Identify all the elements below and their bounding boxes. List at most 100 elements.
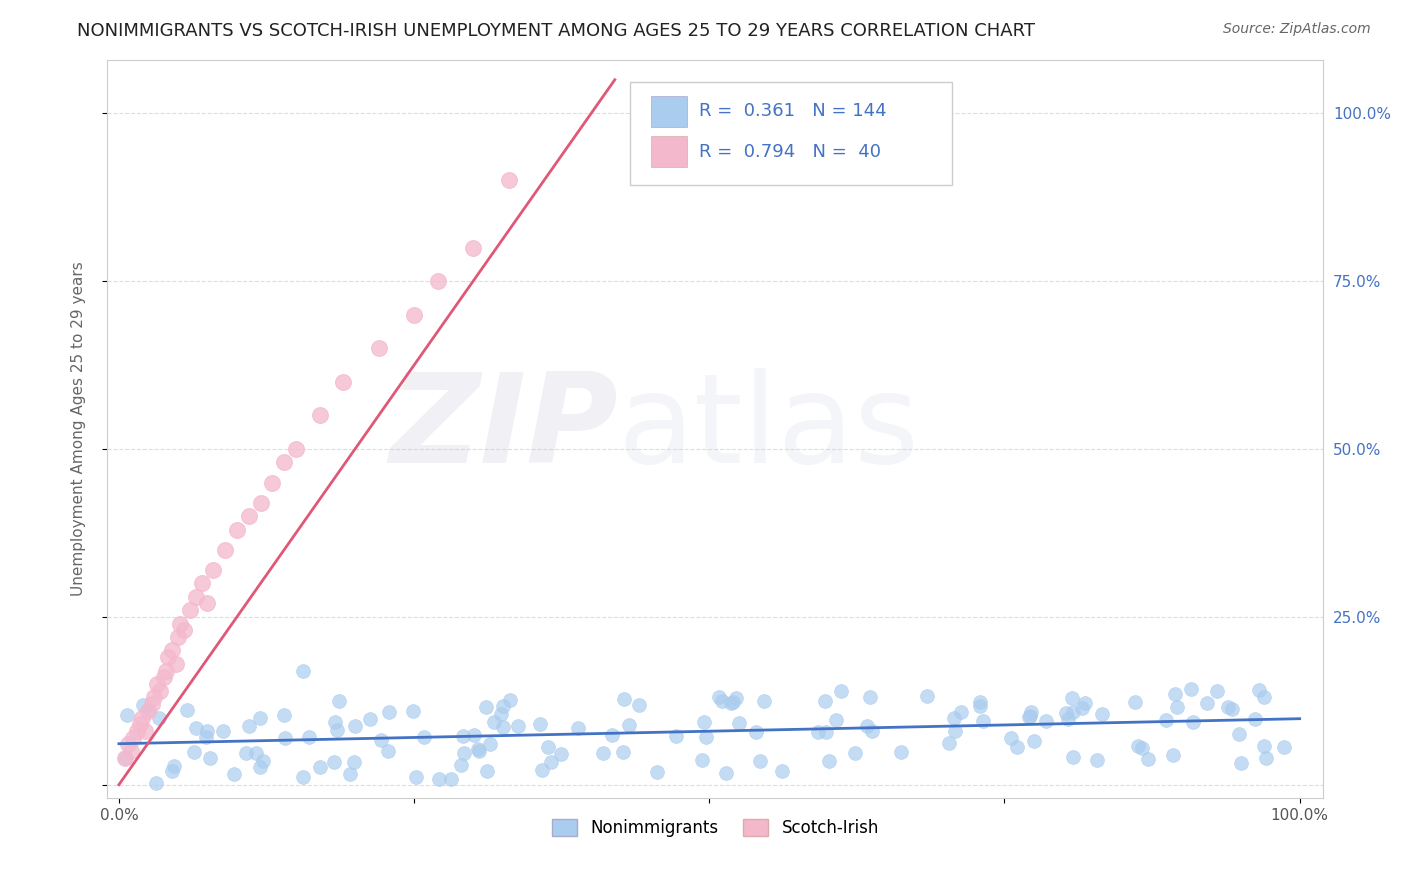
Point	[326, 723, 349, 737]
Point	[195, 723, 218, 738]
Point	[727, 716, 749, 731]
Point	[1087, 753, 1109, 767]
Point	[1074, 696, 1097, 710]
Point	[1180, 681, 1202, 696]
Point	[745, 725, 768, 739]
Point	[844, 746, 866, 760]
Point	[292, 664, 315, 678]
Point	[725, 691, 748, 706]
Point	[1164, 687, 1187, 701]
Point	[377, 744, 399, 758]
Point	[567, 721, 589, 735]
Point	[165, 657, 187, 671]
Point	[825, 714, 848, 728]
Point	[1062, 690, 1084, 705]
Point	[1218, 700, 1240, 714]
Point	[814, 694, 837, 708]
Point	[492, 698, 515, 713]
Point	[1197, 696, 1219, 710]
Point	[463, 728, 485, 742]
Text: atlas: atlas	[617, 368, 920, 490]
Point	[1161, 748, 1184, 763]
Point	[245, 746, 267, 760]
Point	[114, 751, 136, 765]
Point	[592, 746, 614, 760]
Text: NONIMMIGRANTS VS SCOTCH-IRISH UNEMPLOYMENT AMONG AGES 25 TO 29 YEARS CORRELATION: NONIMMIGRANTS VS SCOTCH-IRISH UNEMPLOYME…	[77, 22, 1035, 40]
Point	[1220, 702, 1243, 716]
Point	[249, 496, 271, 510]
Point	[122, 731, 145, 745]
Point	[332, 375, 354, 389]
Point	[540, 756, 562, 770]
Point	[1024, 734, 1046, 748]
Text: R =  0.794   N =  40: R = 0.794 N = 40	[699, 143, 882, 161]
Point	[359, 712, 381, 726]
Point	[184, 590, 207, 604]
Point	[198, 750, 221, 764]
Point	[163, 758, 186, 772]
Point	[1000, 731, 1022, 746]
Point	[343, 719, 366, 733]
Bar	[651, 136, 688, 168]
Y-axis label: Unemployment Among Ages 25 to 29 years: Unemployment Among Ages 25 to 29 years	[72, 261, 86, 596]
Point	[1256, 750, 1278, 764]
Point	[714, 766, 737, 780]
Point	[120, 744, 142, 758]
Point	[814, 725, 837, 739]
Point	[1253, 739, 1275, 753]
Point	[537, 740, 560, 755]
Point	[807, 724, 830, 739]
Point	[1136, 752, 1159, 766]
Point	[450, 758, 472, 772]
Point	[1130, 741, 1153, 756]
Point	[162, 764, 184, 778]
Point	[770, 764, 793, 779]
Point	[117, 738, 139, 752]
Point	[138, 704, 160, 718]
Point	[1156, 714, 1178, 728]
Point	[1253, 690, 1275, 705]
Point	[197, 596, 219, 610]
Point	[938, 736, 960, 750]
Point	[405, 770, 427, 784]
Point	[145, 677, 167, 691]
Point	[942, 711, 965, 725]
Point	[427, 772, 450, 786]
Point	[183, 745, 205, 759]
Point	[160, 643, 183, 657]
Point	[325, 715, 347, 730]
Point	[859, 690, 882, 705]
Point	[132, 698, 155, 712]
Point	[1056, 712, 1078, 726]
Point	[285, 442, 308, 456]
Point	[1018, 709, 1040, 723]
Point	[969, 698, 991, 713]
Point	[453, 746, 475, 760]
Point	[404, 308, 426, 322]
Point	[484, 715, 506, 730]
Point	[167, 630, 190, 644]
Point	[342, 755, 364, 769]
Point	[1123, 695, 1146, 709]
Point	[915, 690, 938, 704]
Point	[214, 542, 236, 557]
Point	[498, 692, 520, 706]
Point	[292, 771, 315, 785]
Point	[195, 731, 218, 745]
Point	[695, 730, 717, 744]
Point	[461, 241, 484, 255]
Point	[169, 616, 191, 631]
Point	[600, 728, 623, 742]
Point	[748, 754, 770, 768]
Point	[1035, 714, 1057, 729]
Point	[1166, 700, 1188, 714]
Point	[467, 742, 489, 756]
Point	[467, 744, 489, 758]
Text: R =  0.361   N = 144: R = 0.361 N = 144	[699, 103, 887, 120]
Point	[1227, 727, 1250, 741]
Point	[141, 697, 163, 711]
Point	[1181, 714, 1204, 729]
Point	[378, 705, 401, 719]
Point	[202, 563, 225, 577]
Point	[498, 173, 520, 187]
